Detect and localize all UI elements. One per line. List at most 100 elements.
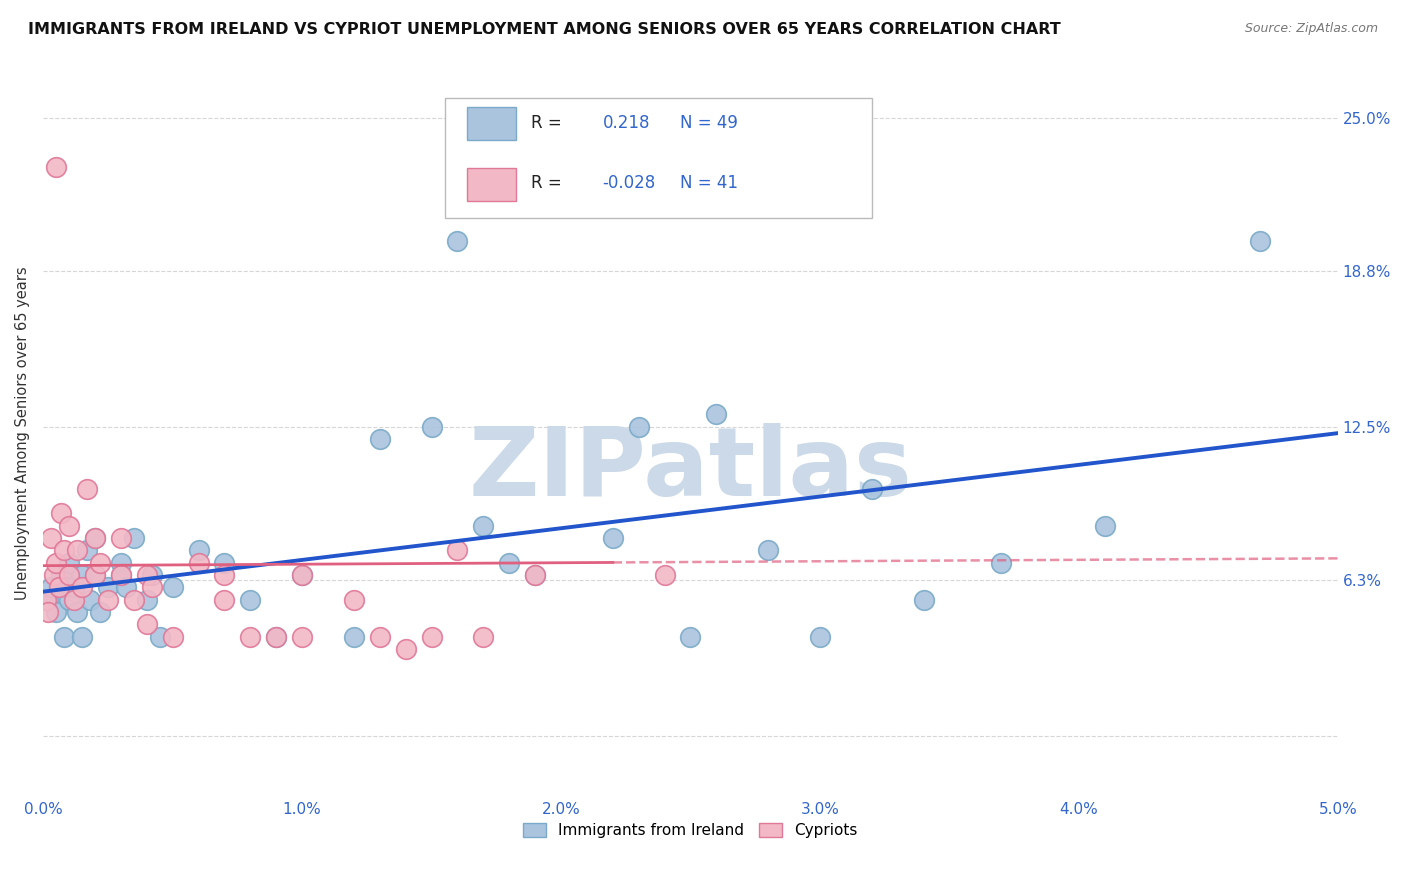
- Point: [70, 581, 93, 595]
- Y-axis label: Unemployment Among Seniors over 65 years: Unemployment Among Seniors over 65 years: [15, 266, 30, 599]
- Text: -0.028: -0.028: [602, 174, 655, 192]
- Point: [446, 235, 468, 249]
- Point: [498, 556, 520, 570]
- Point: [84, 531, 107, 545]
- Point: [89, 605, 111, 619]
- Point: [110, 531, 132, 545]
- Text: IMMIGRANTS FROM IRELAND VS CYPRIOT UNEMPLOYMENT AMONG SENIORS OVER 65 YEARS CORR: IMMIGRANTS FROM IRELAND VS CYPRIOT UNEMP…: [28, 22, 1062, 37]
- Point: [149, 630, 172, 644]
- Point: [110, 568, 132, 582]
- Text: R =: R =: [531, 174, 562, 192]
- Point: [115, 581, 138, 595]
- Point: [602, 185, 624, 199]
- Point: [264, 630, 287, 644]
- Point: [84, 531, 107, 545]
- Text: R =: R =: [531, 114, 562, 132]
- Text: 0.218: 0.218: [602, 114, 650, 132]
- Text: Source: ZipAtlas.com: Source: ZipAtlas.com: [1244, 22, 1378, 36]
- FancyBboxPatch shape: [467, 169, 516, 202]
- Point: [58, 556, 80, 570]
- Point: [214, 556, 236, 570]
- Point: [58, 592, 80, 607]
- Point: [45, 605, 67, 619]
- Point: [70, 630, 93, 644]
- Point: [627, 419, 650, 434]
- Point: [42, 568, 65, 582]
- Point: [1094, 518, 1116, 533]
- Point: [524, 568, 547, 582]
- Point: [990, 556, 1012, 570]
- Point: [58, 568, 80, 582]
- Point: [135, 568, 157, 582]
- Point: [70, 568, 93, 582]
- Point: [48, 581, 70, 595]
- Point: [472, 518, 495, 533]
- Point: [66, 605, 89, 619]
- Point: [395, 642, 418, 657]
- Point: [39, 581, 62, 595]
- Point: [63, 592, 86, 607]
- Point: [141, 581, 163, 595]
- Point: [37, 605, 59, 619]
- Point: [756, 543, 779, 558]
- Point: [162, 581, 184, 595]
- Point: [291, 568, 314, 582]
- Point: [135, 592, 157, 607]
- Point: [420, 419, 443, 434]
- Point: [264, 630, 287, 644]
- Point: [187, 543, 209, 558]
- Point: [122, 531, 145, 545]
- Point: [97, 592, 120, 607]
- Point: [51, 568, 73, 582]
- Point: [912, 592, 935, 607]
- Point: [214, 568, 236, 582]
- Point: [51, 506, 73, 520]
- Text: N = 49: N = 49: [681, 114, 738, 132]
- Point: [45, 161, 67, 175]
- Point: [55, 581, 77, 595]
- Point: [79, 592, 101, 607]
- Point: [122, 592, 145, 607]
- Legend: Immigrants from Ireland, Cypriots: Immigrants from Ireland, Cypriots: [517, 817, 865, 845]
- Point: [76, 482, 98, 496]
- Point: [110, 556, 132, 570]
- Point: [52, 543, 75, 558]
- Point: [52, 630, 75, 644]
- Point: [368, 630, 391, 644]
- Point: [214, 592, 236, 607]
- Point: [76, 543, 98, 558]
- Point: [141, 568, 163, 582]
- Point: [860, 482, 883, 496]
- Point: [291, 568, 314, 582]
- Point: [110, 568, 132, 582]
- Point: [135, 617, 157, 632]
- Point: [162, 630, 184, 644]
- Point: [524, 568, 547, 582]
- Point: [39, 531, 62, 545]
- Point: [66, 543, 89, 558]
- Point: [97, 581, 120, 595]
- Point: [37, 592, 59, 607]
- Point: [35, 592, 58, 607]
- Point: [446, 543, 468, 558]
- Point: [420, 630, 443, 644]
- Point: [58, 518, 80, 533]
- Point: [706, 408, 728, 422]
- Text: ZIPatlas: ZIPatlas: [468, 423, 912, 516]
- Point: [1249, 235, 1271, 249]
- Point: [63, 581, 86, 595]
- Point: [679, 630, 702, 644]
- Point: [808, 630, 831, 644]
- Point: [368, 432, 391, 446]
- Point: [343, 592, 366, 607]
- Point: [187, 556, 209, 570]
- Point: [654, 568, 676, 582]
- Point: [239, 592, 262, 607]
- Point: [291, 630, 314, 644]
- Point: [84, 568, 107, 582]
- Point: [239, 630, 262, 644]
- Point: [602, 531, 624, 545]
- Point: [84, 568, 107, 582]
- Point: [89, 556, 111, 570]
- Text: N = 41: N = 41: [681, 174, 738, 192]
